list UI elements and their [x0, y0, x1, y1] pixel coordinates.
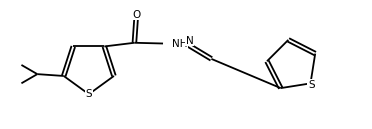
Text: O: O: [132, 10, 140, 19]
Text: N: N: [186, 36, 193, 46]
Text: NH: NH: [172, 39, 188, 49]
Text: S: S: [308, 80, 315, 90]
Text: S: S: [86, 89, 92, 99]
